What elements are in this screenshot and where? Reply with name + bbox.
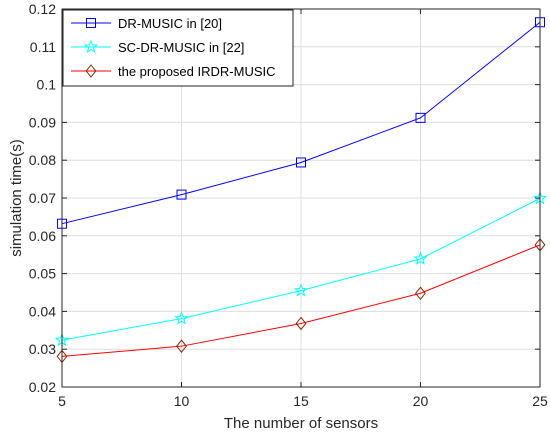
x-tick-label: 5 [58, 393, 66, 409]
series-3 [56, 238, 546, 364]
y-tick-label: 0.02 [29, 379, 56, 395]
y-tick-label: 0.04 [29, 303, 56, 319]
series-2 [54, 191, 548, 347]
legend-item: DR-MUSIC in [20] [71, 16, 222, 31]
y-tick-label: 0.05 [29, 266, 56, 282]
series-line [61, 197, 541, 341]
y-tick-label: 0.09 [29, 114, 56, 130]
data-point [415, 112, 426, 123]
data-point [415, 286, 426, 301]
legend-marker [86, 18, 96, 28]
series-layer [54, 17, 548, 364]
legend-label: SC-DR-MUSIC in [22] [118, 40, 244, 55]
legend-marker [83, 39, 99, 53]
legend-item: the proposed IRDR-MUSIC [71, 64, 276, 79]
x-tick-label: 20 [413, 393, 429, 409]
y-tick-label: 0.1 [37, 77, 57, 93]
y-tick-label: 0.11 [30, 39, 56, 55]
data-point [295, 316, 307, 331]
axis-layer: 5 10 15 20 25 0.02 0.03 0.04 0.05 0.06 0.07 0.08 0.0… [29, 1, 548, 409]
data-point [176, 189, 187, 200]
data-point [413, 251, 428, 265]
x-axis-title: The number of sensors [224, 415, 378, 432]
x-tick-label: 10 [174, 393, 190, 409]
legend-item: SC-DR-MUSIC in [22] [71, 39, 244, 55]
legend-label: DR-MUSIC in [20] [118, 16, 222, 31]
legend: DR-MUSIC in [20] SC-DR-MUSIC in [22] the p… [62, 9, 294, 87]
x-tick-label: 25 [532, 393, 548, 409]
y-tick-label: 0.07 [29, 190, 56, 206]
y-tick-label: 0.06 [29, 228, 56, 244]
data-point [296, 157, 306, 168]
legend-label: the proposed IRDR-MUSIC [118, 64, 276, 79]
y-tick-label: 0.03 [29, 341, 56, 357]
x-tick-label: 15 [293, 393, 309, 409]
data-point [176, 339, 187, 353]
y-tick-label: 0.08 [29, 152, 56, 168]
data-point [174, 311, 189, 325]
y-tick-label: 0.12 [29, 1, 56, 17]
y-axis-title: simulation time(s) [8, 139, 25, 257]
data-point [293, 283, 309, 297]
series-line [61, 21, 541, 225]
series-line [61, 244, 541, 357]
legend-marker [85, 64, 97, 78]
